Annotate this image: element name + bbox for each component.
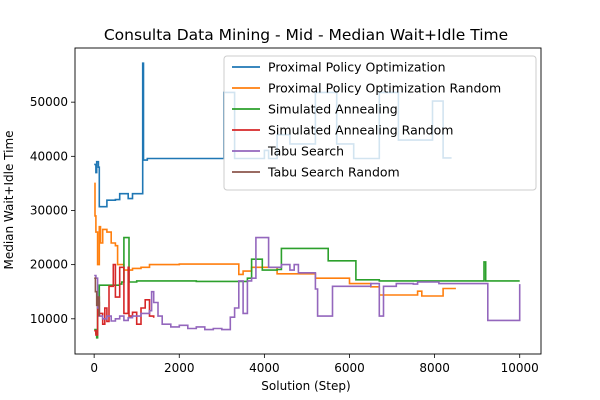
y-axis-label: Median Wait+Idle Time [2,130,16,269]
legend-label: Proximal Policy Optimization Random [268,81,501,96]
y-tick-label: 40000 [30,149,68,163]
y-tick-label: 10000 [30,312,68,326]
y-tick-label: 30000 [30,203,68,217]
chart-title: Consulta Data Mining - Mid - Median Wait… [104,26,508,44]
x-tick-label: 2000 [164,361,195,375]
x-tick-label: 4000 [249,361,280,375]
x-tick-label: 6000 [334,361,365,375]
legend-box [223,55,537,191]
series-line-tabu-search-random [94,277,101,317]
x-axis-ticks: 0 2000 4000 6000 8000 10000 [90,354,539,375]
legend-label: Tabu Search [267,144,344,159]
x-axis-label: Solution (Step) [261,379,350,393]
legend-label: Simulated Annealing Random [268,123,453,138]
y-axis-ticks: 10000 20000 30000 40000 50000 [30,95,75,326]
legend: Proximal Policy Optimization Proximal Pol… [223,55,537,191]
x-tick-label: 0 [90,361,98,375]
legend-label: Tabu Search Random [267,165,400,180]
y-tick-label: 50000 [30,95,68,109]
plot-frame [74,47,542,355]
legend-label: Proximal Policy Optimization [268,60,446,75]
legend-label: Simulated Annealing [268,102,398,117]
x-tick-label: 10000 [501,361,539,375]
x-tick-label: 8000 [419,361,450,375]
series-line-tabu-search [94,236,521,331]
y-tick-label: 20000 [30,258,68,272]
